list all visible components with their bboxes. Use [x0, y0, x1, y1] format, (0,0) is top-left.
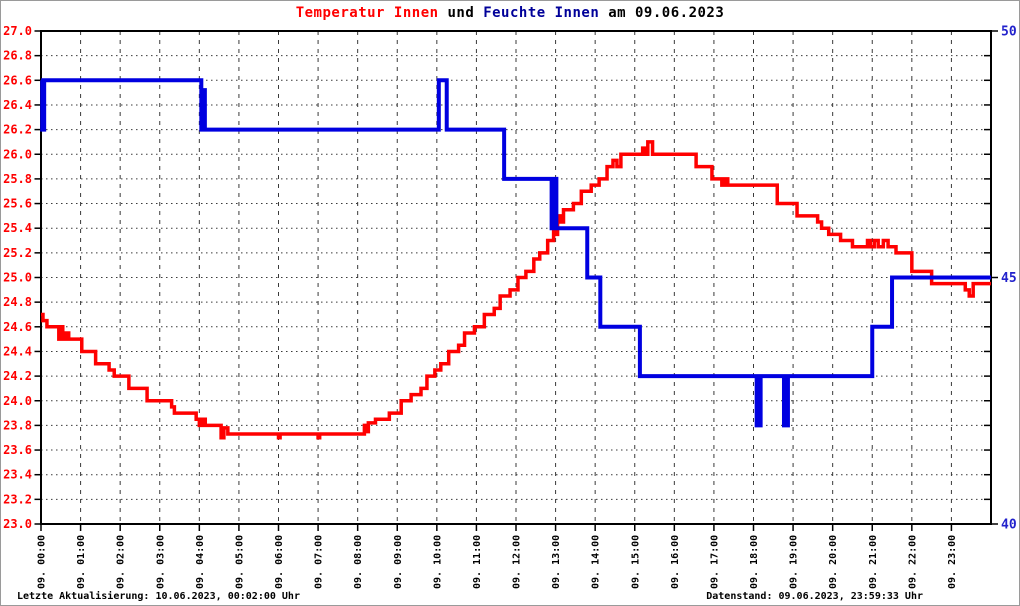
x-axis-labels: 09. 00:00 09. 01:00 09. 02:00 09. 03:00 09. …: [37, 535, 958, 589]
left-axis-tick-label: 26.4: [3, 98, 32, 112]
left-axis-tick-label: 27.0: [3, 24, 32, 38]
x-axis-tick-label: 09. 00:00: [37, 535, 48, 589]
left-axis-tick-label: 25.4: [3, 221, 32, 235]
right-axis-tick-label: 40: [1001, 518, 1017, 533]
left-axis-tick-label: 25.2: [3, 246, 32, 260]
x-axis-tick-label: 09. 19:00: [789, 535, 800, 589]
humidity-series-line: [40, 78, 991, 428]
x-axis-tick-label: 09. 02:00: [116, 535, 127, 589]
last-update-text: Letzte Aktualisierung: 10.06.2023, 00:02…: [17, 591, 300, 602]
x-axis-tick-label: 09. 21:00: [868, 535, 879, 589]
x-axis-tick-label: 09. 20:00: [828, 535, 839, 589]
left-axis-tick-label: 23.0: [3, 517, 32, 531]
x-axis-tick-label: 09. 12:00: [512, 535, 523, 589]
x-axis-tick-label: 09. 22:00: [907, 535, 918, 589]
x-axis-tick-label: 09. 18:00: [749, 535, 760, 589]
x-axis-tick-label: 09. 05:00: [234, 535, 245, 589]
left-axis-tick-label: 25.8: [3, 172, 32, 186]
x-axis-tick-label: 09. 04:00: [195, 535, 206, 589]
title-und-label: und: [438, 5, 484, 21]
data-state-text: Datenstand: 09.06.2023, 23:59:33 Uhr: [706, 591, 923, 602]
x-axis-tick-label: 09. 09:00: [393, 535, 404, 589]
left-axis-tick-label: 24.2: [3, 369, 32, 383]
left-axis-tick-label: 25.0: [3, 271, 32, 285]
x-axis-tick-label: 09. 11:00: [472, 535, 483, 589]
right-axis-labels: 50 45 40: [1001, 25, 1017, 533]
left-axis-tick-label: 26.0: [3, 147, 32, 161]
left-axis-tick-label: 23.6: [3, 443, 32, 457]
left-axis-tick-label: 26.8: [3, 49, 32, 63]
right-axis-tick-label: 45: [1001, 271, 1017, 286]
left-axis-tick-label: 23.4: [3, 468, 32, 482]
x-axis-tick-label: 09. 03:00: [155, 535, 166, 589]
x-axis-tick-label: 09. 15:00: [630, 535, 641, 589]
x-axis-tick-label: 09. 14:00: [591, 535, 602, 589]
left-axis-tick-label: 25.6: [3, 197, 32, 211]
x-axis-tick-label: 09. 16:00: [670, 535, 681, 589]
temperature-series-line: [41, 140, 991, 440]
grid-lines: [41, 31, 991, 524]
title-temperature-label: Temperatur Innen: [295, 5, 439, 21]
x-axis-tick-label: 09. 07:00: [314, 535, 325, 589]
left-axis-tick-label: 23.8: [3, 418, 32, 432]
x-axis-tick-label: 09. 06:00: [274, 535, 285, 589]
x-axis-tick-label: 09. 13:00: [551, 535, 562, 589]
right-axis-tick-label: 50: [1001, 25, 1017, 40]
left-axis-labels: 27.0 26.8 26.6 26.4 26.2 26.0 25.8 25.6 25.4 25.2…: [3, 24, 32, 531]
left-axis-tick-label: 23.2: [3, 492, 32, 506]
x-axis-tick-label: 09. 08:00: [353, 535, 364, 589]
left-axis-tick-label: 24.0: [3, 394, 32, 408]
chart-title: Temperatur Innen und Feuchte Innen am 09…: [1, 5, 1019, 21]
left-axis-tick-label: 26.2: [3, 123, 32, 137]
left-axis-tick-label: 26.6: [3, 73, 32, 87]
left-axis-tick-label: 24.6: [3, 320, 32, 334]
x-axis-tick-label: 09. 23:00: [947, 535, 958, 589]
x-axis-tick-label: 09. 10:00: [432, 535, 443, 589]
x-axis-tick-label: 09. 01:00: [76, 535, 87, 589]
title-date-label: am 09.06.2023: [599, 5, 725, 21]
title-humidity-label: Feuchte Innen: [483, 5, 600, 21]
left-axis-tick-label: 24.8: [3, 295, 32, 309]
x-axis-tick-label: 09. 17:00: [709, 535, 720, 589]
left-axis-tick-label: 24.4: [3, 344, 32, 358]
axis-ticks: [34, 30, 998, 531]
